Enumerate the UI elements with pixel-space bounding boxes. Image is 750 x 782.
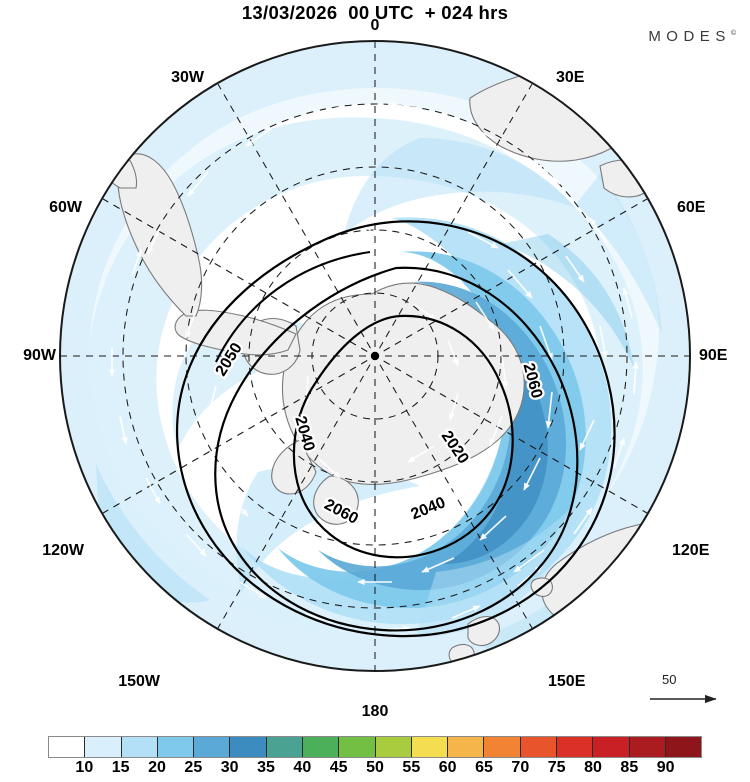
lon-label-90e: 90E: [699, 347, 728, 364]
colorbar-swatch: [85, 737, 122, 757]
colorbar-tick: 70: [511, 759, 530, 776]
lon-label-0: 0: [370, 17, 380, 34]
colorbar-tick: 30: [220, 759, 239, 776]
colorbar-swatch: [339, 737, 376, 757]
colorbar-swatch: [411, 737, 449, 757]
colorbar-swatch: [520, 737, 557, 757]
colorbar-swatch: [593, 737, 630, 757]
lon-label-30w: 30W: [171, 69, 204, 86]
colorbar-swatch: [556, 737, 594, 757]
colorbar-tick: 65: [475, 759, 493, 776]
modes-logo: MODES©: [648, 28, 736, 45]
wind-scale-label: 50: [662, 672, 677, 687]
wind-scale-arrow-icon: [650, 694, 717, 704]
lon-label-120w: 120W: [42, 542, 84, 559]
colorbar-tick-labels: 10 15 20 25 30 35 40 45 50 55 60 65 70 75 80 85 90: [48, 759, 702, 781]
colorbar-tick: 45: [329, 759, 348, 776]
colorbar-tick: 80: [584, 759, 602, 776]
wind-vector-scale: 50: [648, 672, 734, 714]
lon-label-120e: 120E: [672, 542, 710, 559]
colorbar-swatch: [484, 737, 521, 757]
colorbar[interactable]: [48, 736, 702, 758]
colorbar-swatch: [230, 737, 267, 757]
colorbar-tick: 10: [75, 759, 94, 776]
colorbar-tick: 35: [257, 759, 275, 776]
colorbar-tick: 15: [111, 759, 130, 776]
lon-label-180: 180: [361, 703, 389, 720]
colorbar-swatch: [375, 737, 412, 757]
colorbar-swatch: [629, 737, 666, 757]
copyright-mark: ©: [730, 30, 736, 37]
page-title: 13/03/2026 00 UTC + 024 hrs: [241, 2, 509, 23]
colorbar-swatch: [121, 737, 158, 757]
wind-vectors: [108, 101, 639, 632]
polar-map-svg[interactable]: 2050 2040 2020 2060 2040 2060: [0, 26, 750, 716]
south-pole-dot: [370, 351, 380, 361]
colorbar-swatch: [194, 737, 231, 757]
lon-label-90w: 90W: [23, 347, 56, 364]
colorbar-tick: 20: [148, 759, 166, 776]
colorbar-swatch: [157, 737, 195, 757]
colorbar-tick: 40: [293, 759, 312, 776]
colorbar-tick: 75: [547, 759, 566, 776]
polar-map[interactable]: 2050 2040 2020 2060 2040 2060: [0, 18, 750, 720]
geopotential-contours: [176, 220, 616, 638]
colorbar-tick: 50: [366, 759, 384, 776]
modes-logo-text: MODES: [648, 28, 731, 45]
colorbar-swatch: [665, 737, 702, 757]
colorbar-tick: 85: [620, 759, 639, 776]
colorbar-tick: 60: [438, 759, 457, 776]
colorbar-swatch: [266, 737, 303, 757]
colorbar-tick: 55: [402, 759, 421, 776]
colorbar-tick: 25: [184, 759, 203, 776]
lon-label-30e: 30E: [556, 69, 585, 86]
colorbar-swatch: [302, 737, 340, 757]
colorbar-tick: 90: [656, 759, 675, 776]
lon-label-60w: 60W: [49, 199, 82, 216]
map-outer-circle: [59, 40, 691, 672]
colorbar-swatch: [448, 737, 485, 757]
lon-label-150e: 150E: [548, 673, 586, 690]
lon-label-60e: 60E: [677, 199, 706, 216]
lon-label-150w: 150W: [118, 673, 160, 690]
colorbar-swatch: [49, 737, 86, 757]
